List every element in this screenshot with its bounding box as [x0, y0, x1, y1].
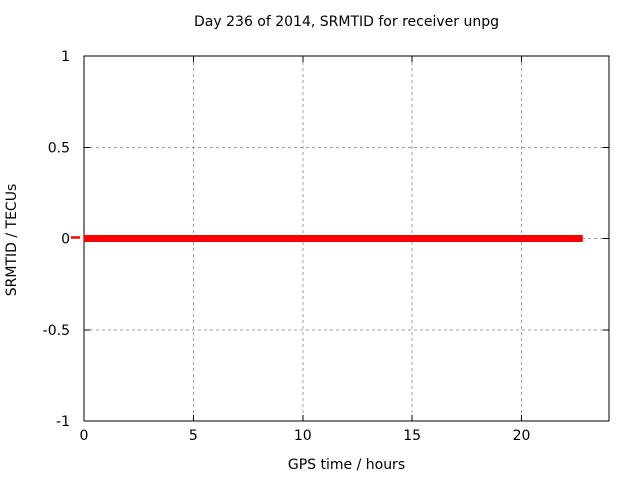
- y-tick-label: 0.5: [48, 140, 70, 156]
- y-tick-label: 1: [61, 49, 70, 65]
- x-tick-label: 0: [80, 428, 89, 444]
- x-tick-label: 10: [294, 428, 312, 444]
- x-tick-label: 5: [189, 428, 198, 444]
- y-tick-label: -1: [56, 414, 70, 430]
- y-tick-label: 0: [61, 232, 70, 248]
- x-axis-label: GPS time / hours: [287, 457, 406, 473]
- x-tick-label: 15: [403, 428, 421, 444]
- chart-title: Day 236 of 2014, SRMTID for receiver unp…: [194, 14, 499, 30]
- y-tick-label: -0.5: [43, 323, 70, 339]
- x-tick-label: 20: [513, 428, 531, 444]
